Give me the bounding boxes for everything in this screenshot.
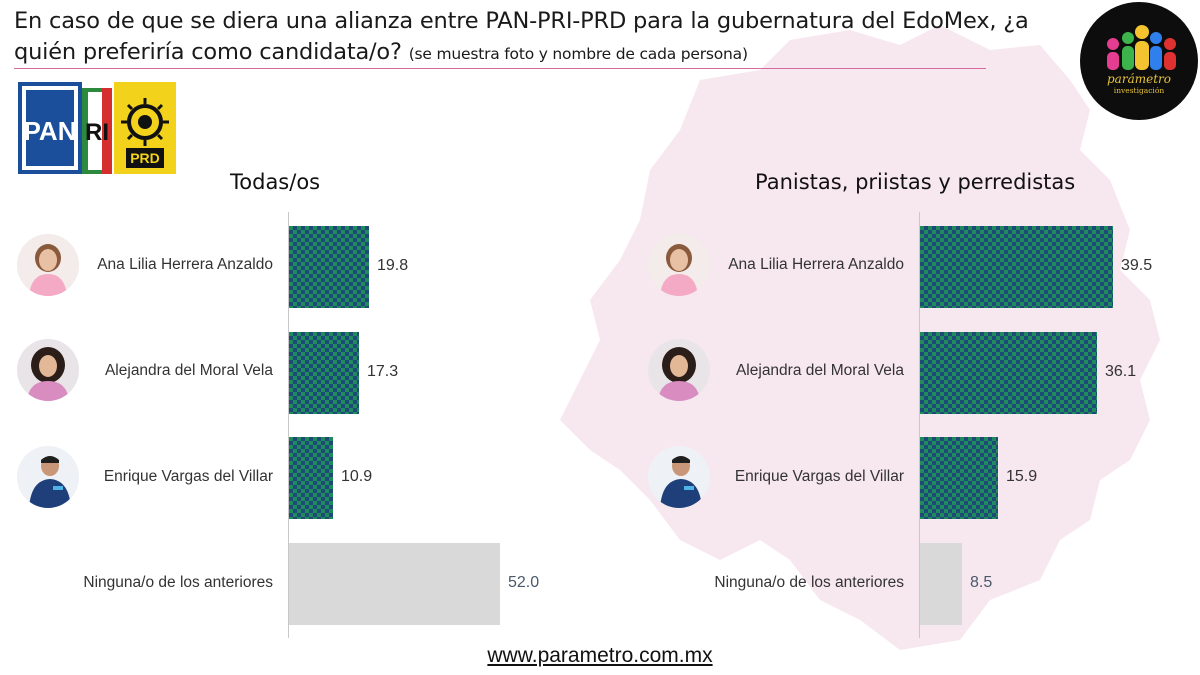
bar-value-all-ana-lilia: 19.8	[377, 257, 409, 274]
bar-value-all-enrique: 10.9	[341, 468, 373, 485]
prd-logo: PRD	[114, 82, 176, 174]
brand-people-icon	[1107, 25, 1176, 70]
row-label-ninguna-2: Ninguna/o de los anteriores	[714, 574, 904, 591]
bar-value-party-alejandra: 36.1	[1105, 363, 1137, 380]
brand-name: parámetro	[1107, 72, 1171, 86]
bar-all-ana-lilia	[289, 226, 369, 308]
bar-party-ana-lilia	[920, 226, 1113, 308]
axis-line-all	[288, 212, 289, 638]
woman-photo-icon	[17, 339, 79, 401]
bar-value-party-ninguna: 8.5	[970, 574, 993, 591]
bar-party-enrique	[920, 437, 998, 519]
candidate-photo-enrique-2	[648, 446, 710, 508]
panel-title-all: Todas/os	[230, 170, 321, 194]
bar-value-party-enrique: 15.9	[1006, 468, 1038, 485]
woman-photo-icon	[17, 234, 79, 296]
bar-value-all-ninguna: 52.0	[508, 574, 540, 591]
pan-logo: PAN	[18, 82, 82, 174]
brand-tagline: investigación	[1113, 86, 1165, 95]
woman-photo-icon	[648, 339, 710, 401]
svg-text:PAN: PAN	[24, 116, 77, 146]
row-label-enrique-2: Enrique Vargas del Villar	[734, 468, 904, 485]
candidate-photo-alejandra-2	[648, 339, 710, 401]
candidate-photo-ana-lilia	[17, 234, 79, 296]
question-note: (se muestra foto y nombre de cada person…	[408, 45, 748, 63]
bar-all-enrique	[289, 437, 333, 519]
svg-text:PRD: PRD	[130, 150, 160, 166]
row-label-ana-lilia-2: Ana Lilia Herrera Anzaldo	[728, 256, 904, 273]
bar-party-alejandra	[920, 332, 1097, 414]
pri-logo: RI	[82, 88, 112, 174]
candidate-photo-ana-lilia-2	[648, 234, 710, 296]
footer: www.parametro.com.mx	[0, 644, 1200, 668]
bar-value-all-alejandra: 17.3	[367, 363, 399, 380]
bar-all-ninguna	[289, 543, 500, 625]
title-divider	[14, 68, 986, 69]
bar-party-ninguna	[920, 543, 962, 625]
panel-title-party: Panistas, priistas y perredistas	[755, 170, 1076, 194]
row-label-enrique: Enrique Vargas del Villar	[103, 468, 273, 485]
party-logos: PAN RI PRD	[18, 82, 176, 174]
row-label-ana-lilia: Ana Lilia Herrera Anzaldo	[97, 256, 273, 273]
man-photo-icon	[17, 446, 79, 508]
question-text: En caso de que se diera una alianza entr…	[14, 8, 1029, 65]
row-label-alejandra: Alejandra del Moral Vela	[104, 362, 273, 379]
axis-line-party	[919, 212, 920, 638]
bar-value-party-ana-lilia: 39.5	[1121, 257, 1153, 274]
footer-url-link[interactable]: www.parametro.com.mx	[487, 644, 713, 667]
row-label-ninguna: Ninguna/o de los anteriores	[83, 574, 273, 591]
candidate-photo-alejandra	[17, 339, 79, 401]
candidate-photo-enrique	[17, 446, 79, 508]
brand-logo: parámetro investigación	[1080, 2, 1198, 120]
bar-all-alejandra	[289, 332, 359, 414]
question-title: En caso de que se diera una alianza entr…	[14, 6, 1064, 70]
row-label-alejandra-2: Alejandra del Moral Vela	[735, 362, 904, 379]
svg-text:RI: RI	[85, 119, 109, 146]
man-photo-icon	[648, 446, 710, 508]
woman-photo-icon	[648, 234, 710, 296]
